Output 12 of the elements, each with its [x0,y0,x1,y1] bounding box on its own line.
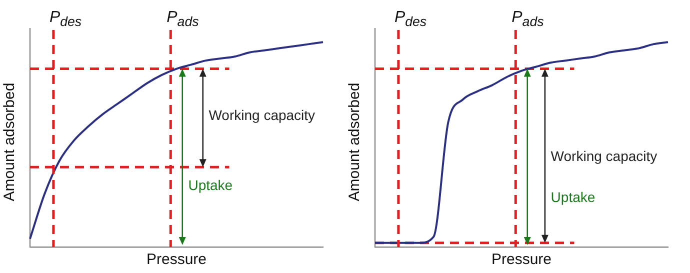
annotation: Working capacity [550,148,658,164]
y-axis-title: Amount adsorbed [0,82,18,201]
x-axis-title: Pressure [146,251,207,268]
annotation: Uptake [550,188,596,205]
annotation: Uptake [188,176,233,193]
text: P$_{ads}$ [512,9,544,32]
text: P$_{des}$ [394,9,427,32]
text: P$_{des}$ [49,9,82,32]
y-axis-title: Amount adsorbed [346,82,362,201]
text: P$_{ads}$ [166,9,199,32]
annotation: Working capacity [208,106,316,123]
x-axis-title: Pressure [491,251,552,268]
